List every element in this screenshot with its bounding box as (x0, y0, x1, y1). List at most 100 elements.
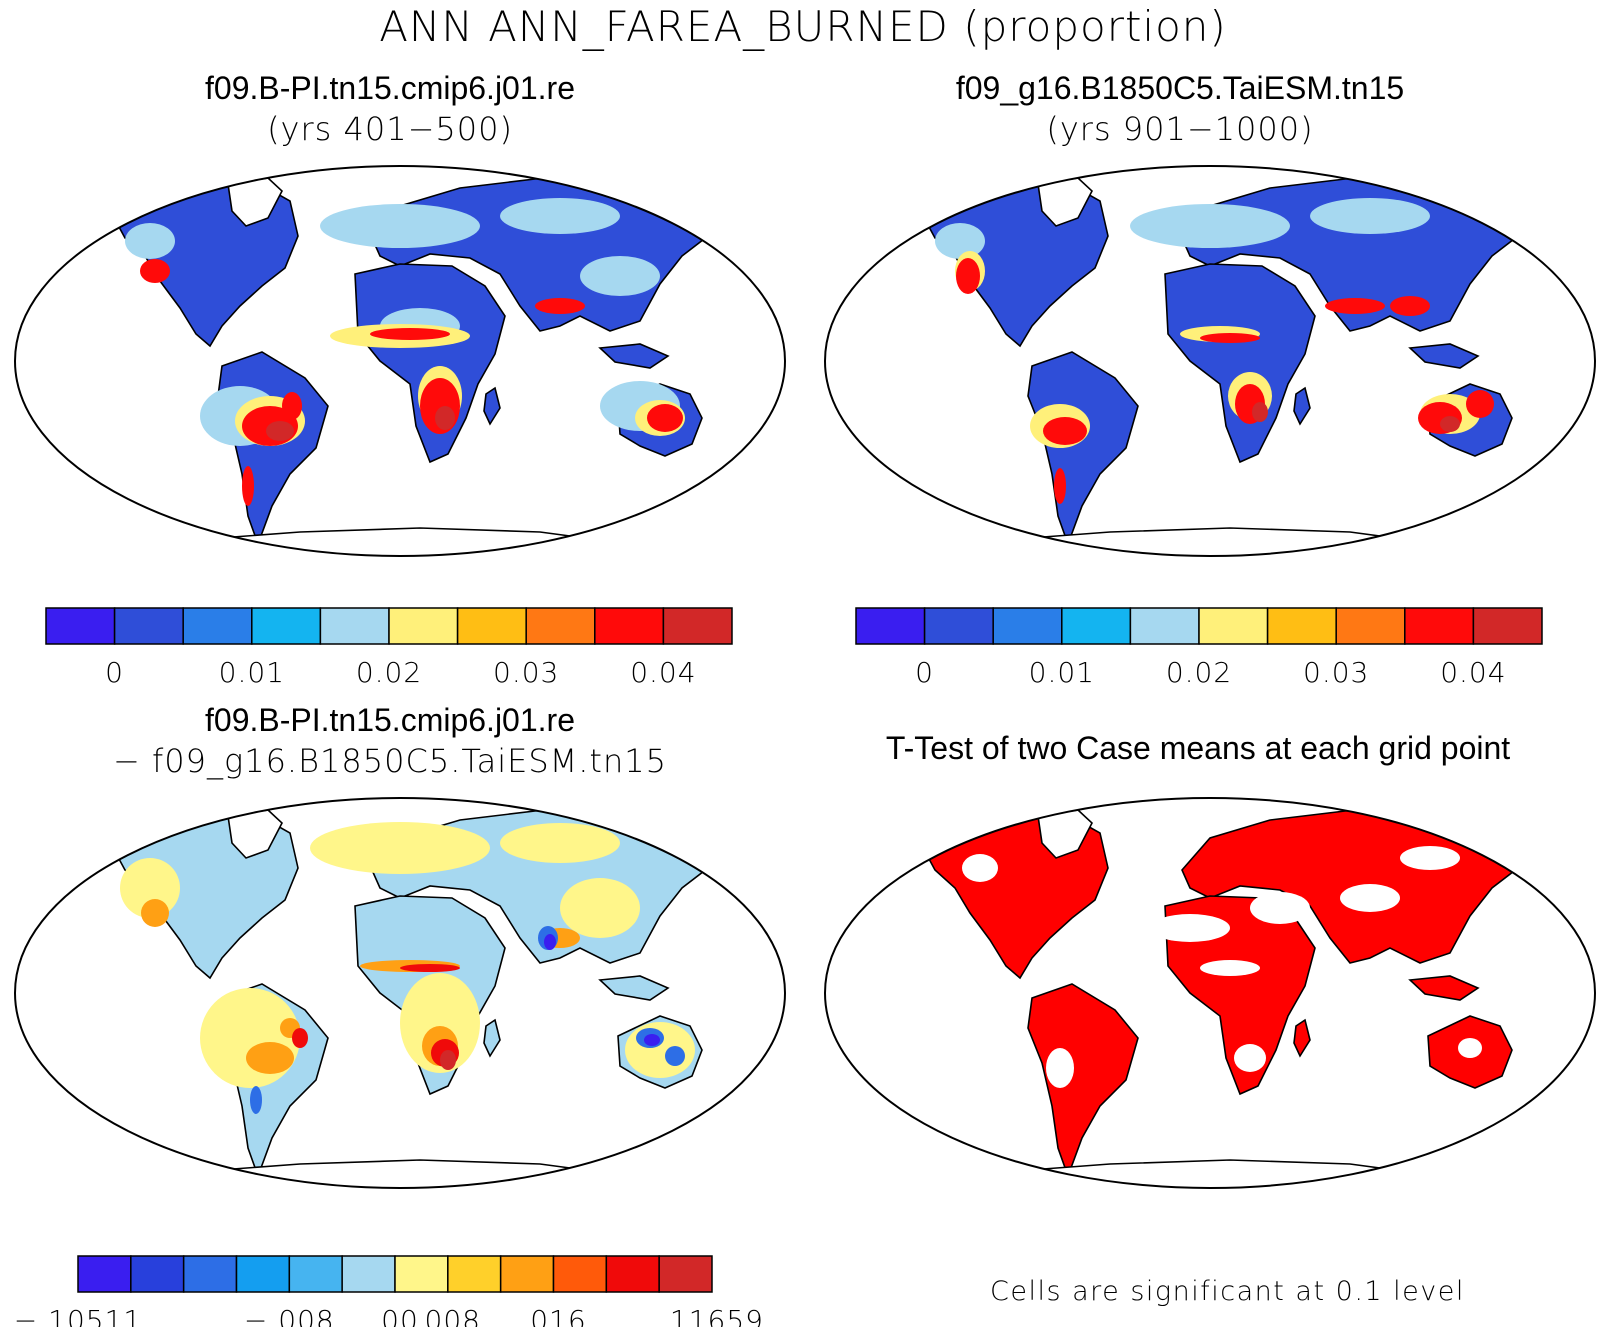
colorbar-tick-label: .00 (371, 1304, 419, 1327)
nonsignificant-patch (1234, 1044, 1266, 1072)
land-madagascar (483, 1018, 501, 1058)
field-patch (1130, 204, 1290, 248)
map-frame (14, 797, 786, 1189)
colorbar-swatch (1266, 607, 1337, 645)
colorbar-swatch (288, 1255, 343, 1293)
field-patch (242, 466, 254, 506)
colorbar-tick-label: 0.04 (630, 656, 696, 686)
land-indonesia (598, 343, 670, 369)
field-patch (1466, 390, 1494, 418)
field-patch (956, 258, 980, 294)
nonsignificant-patch (1458, 1038, 1482, 1058)
panel2-title: f09_g16.B1850C5.TaiESM.tn15 (955, 70, 1405, 106)
field-patch (1054, 468, 1066, 504)
map-frame (824, 165, 1596, 557)
field-patch (535, 298, 585, 314)
field-patch (125, 223, 175, 259)
field-patch (200, 988, 300, 1088)
field-patch (625, 1022, 695, 1078)
field-patch (665, 1046, 685, 1066)
colorbar-tick-label: 0.01 (1029, 656, 1095, 686)
colorbar-tick-label: .11659 (660, 1304, 764, 1327)
field-patch (644, 1034, 660, 1046)
field-patch (500, 823, 620, 863)
colorbar-swatch (45, 607, 116, 645)
field-patch (400, 973, 480, 1073)
field-patch (1390, 296, 1430, 316)
field-patch (266, 421, 294, 441)
field-patch (647, 404, 683, 432)
significance-note: Cells are significant at 0.1 level (990, 1276, 1465, 1307)
field-patch (282, 392, 302, 420)
colorbar-swatch (662, 607, 733, 645)
colorbar-swatch (605, 1255, 660, 1293)
colorbar-swatch (113, 607, 184, 645)
map-frame (824, 797, 1596, 1189)
panel3-subtitle: − f09_g16.B1850C5.TaiESM.tn15 (113, 742, 667, 780)
field-patch (120, 858, 180, 918)
field-patch (292, 1028, 308, 1048)
field-patch (440, 1050, 456, 1070)
nonsignificant-patch (1150, 914, 1230, 942)
nonsignificant-patch (1200, 960, 1260, 976)
panel1-subtitle: (yrs 401−500) (267, 110, 513, 148)
colorbar-swatch (923, 607, 994, 645)
field-patch (1440, 416, 1460, 432)
nonsignificant-patch (1030, 1098, 1050, 1138)
colorbar-case2: 0 0.01 0.02 0.03 0.04 (855, 607, 1543, 686)
nonsignificant-patch (1046, 1048, 1074, 1088)
figure-title: ANN ANN_FAREA_BURNED (proportion) (379, 2, 1227, 51)
colorbar-difference: −.10511 −.008 .00.008 .016 .11659 (14, 1255, 764, 1327)
field-patch (320, 204, 480, 248)
colorbar-swatch (182, 607, 253, 645)
land-indonesia (1408, 343, 1480, 369)
colorbar-tick-label: 0.04 (1440, 656, 1506, 686)
land-samerica (1027, 983, 1139, 1179)
land-indonesia (1408, 975, 1480, 1001)
field-patch (1325, 298, 1385, 314)
field-patch (544, 934, 556, 950)
colorbar-swatch (1404, 607, 1475, 645)
panel1-title: f09.B-PI.tn15.cmip6.j01.re (205, 70, 575, 106)
field-patch (935, 223, 985, 259)
land-madagascar (483, 386, 501, 426)
colorbar-swatch (130, 1255, 185, 1293)
field-patch (1310, 198, 1430, 234)
field-patch (310, 822, 490, 874)
colorbar-swatch (1472, 607, 1543, 645)
colorbar-tick-label: 0 (105, 656, 124, 686)
colorbar-tick-label: −.008 (244, 1304, 335, 1327)
colorbar-swatch (992, 607, 1063, 645)
field-patch (1043, 417, 1087, 445)
colorbar-swatch (235, 1255, 291, 1293)
colorbar-swatch (1198, 607, 1269, 645)
colorbar-swatch (341, 1255, 396, 1293)
colorbar-swatch (1061, 607, 1132, 645)
colorbar-swatch (552, 1255, 608, 1293)
colorbar-swatch (594, 607, 665, 645)
map-frame (14, 165, 786, 557)
field-patch (141, 899, 169, 927)
colorbar-swatch (388, 607, 459, 645)
map-panel-case1 (14, 165, 786, 557)
field-patch (435, 406, 455, 430)
colorbar-swatch (182, 1255, 238, 1293)
colorbar-swatch (319, 607, 390, 645)
field-patch (580, 256, 660, 296)
colorbar-tick-label: 0 (915, 656, 934, 686)
field-patch (1252, 402, 1268, 422)
field-patch (370, 328, 450, 340)
panel3-title: f09.B-PI.tn15.cmip6.j01.re (205, 702, 575, 738)
colorbar-swatch (394, 1255, 449, 1293)
colorbar-swatch (77, 1255, 132, 1293)
colorbar-swatch (251, 607, 322, 645)
nonsignificant-patch (1340, 884, 1400, 912)
colorbar-tick-label: 0.03 (1303, 656, 1369, 686)
colorbar-swatch (456, 607, 527, 645)
nonsignificant-patch (1250, 892, 1310, 924)
colorbar-swatch (1129, 607, 1200, 645)
panel2-subtitle: (yrs 901−1000) (1046, 110, 1314, 148)
land-africa (1164, 263, 1316, 464)
colorbar-tick-label: −.10511 (14, 1304, 142, 1327)
field-patch (500, 198, 620, 234)
